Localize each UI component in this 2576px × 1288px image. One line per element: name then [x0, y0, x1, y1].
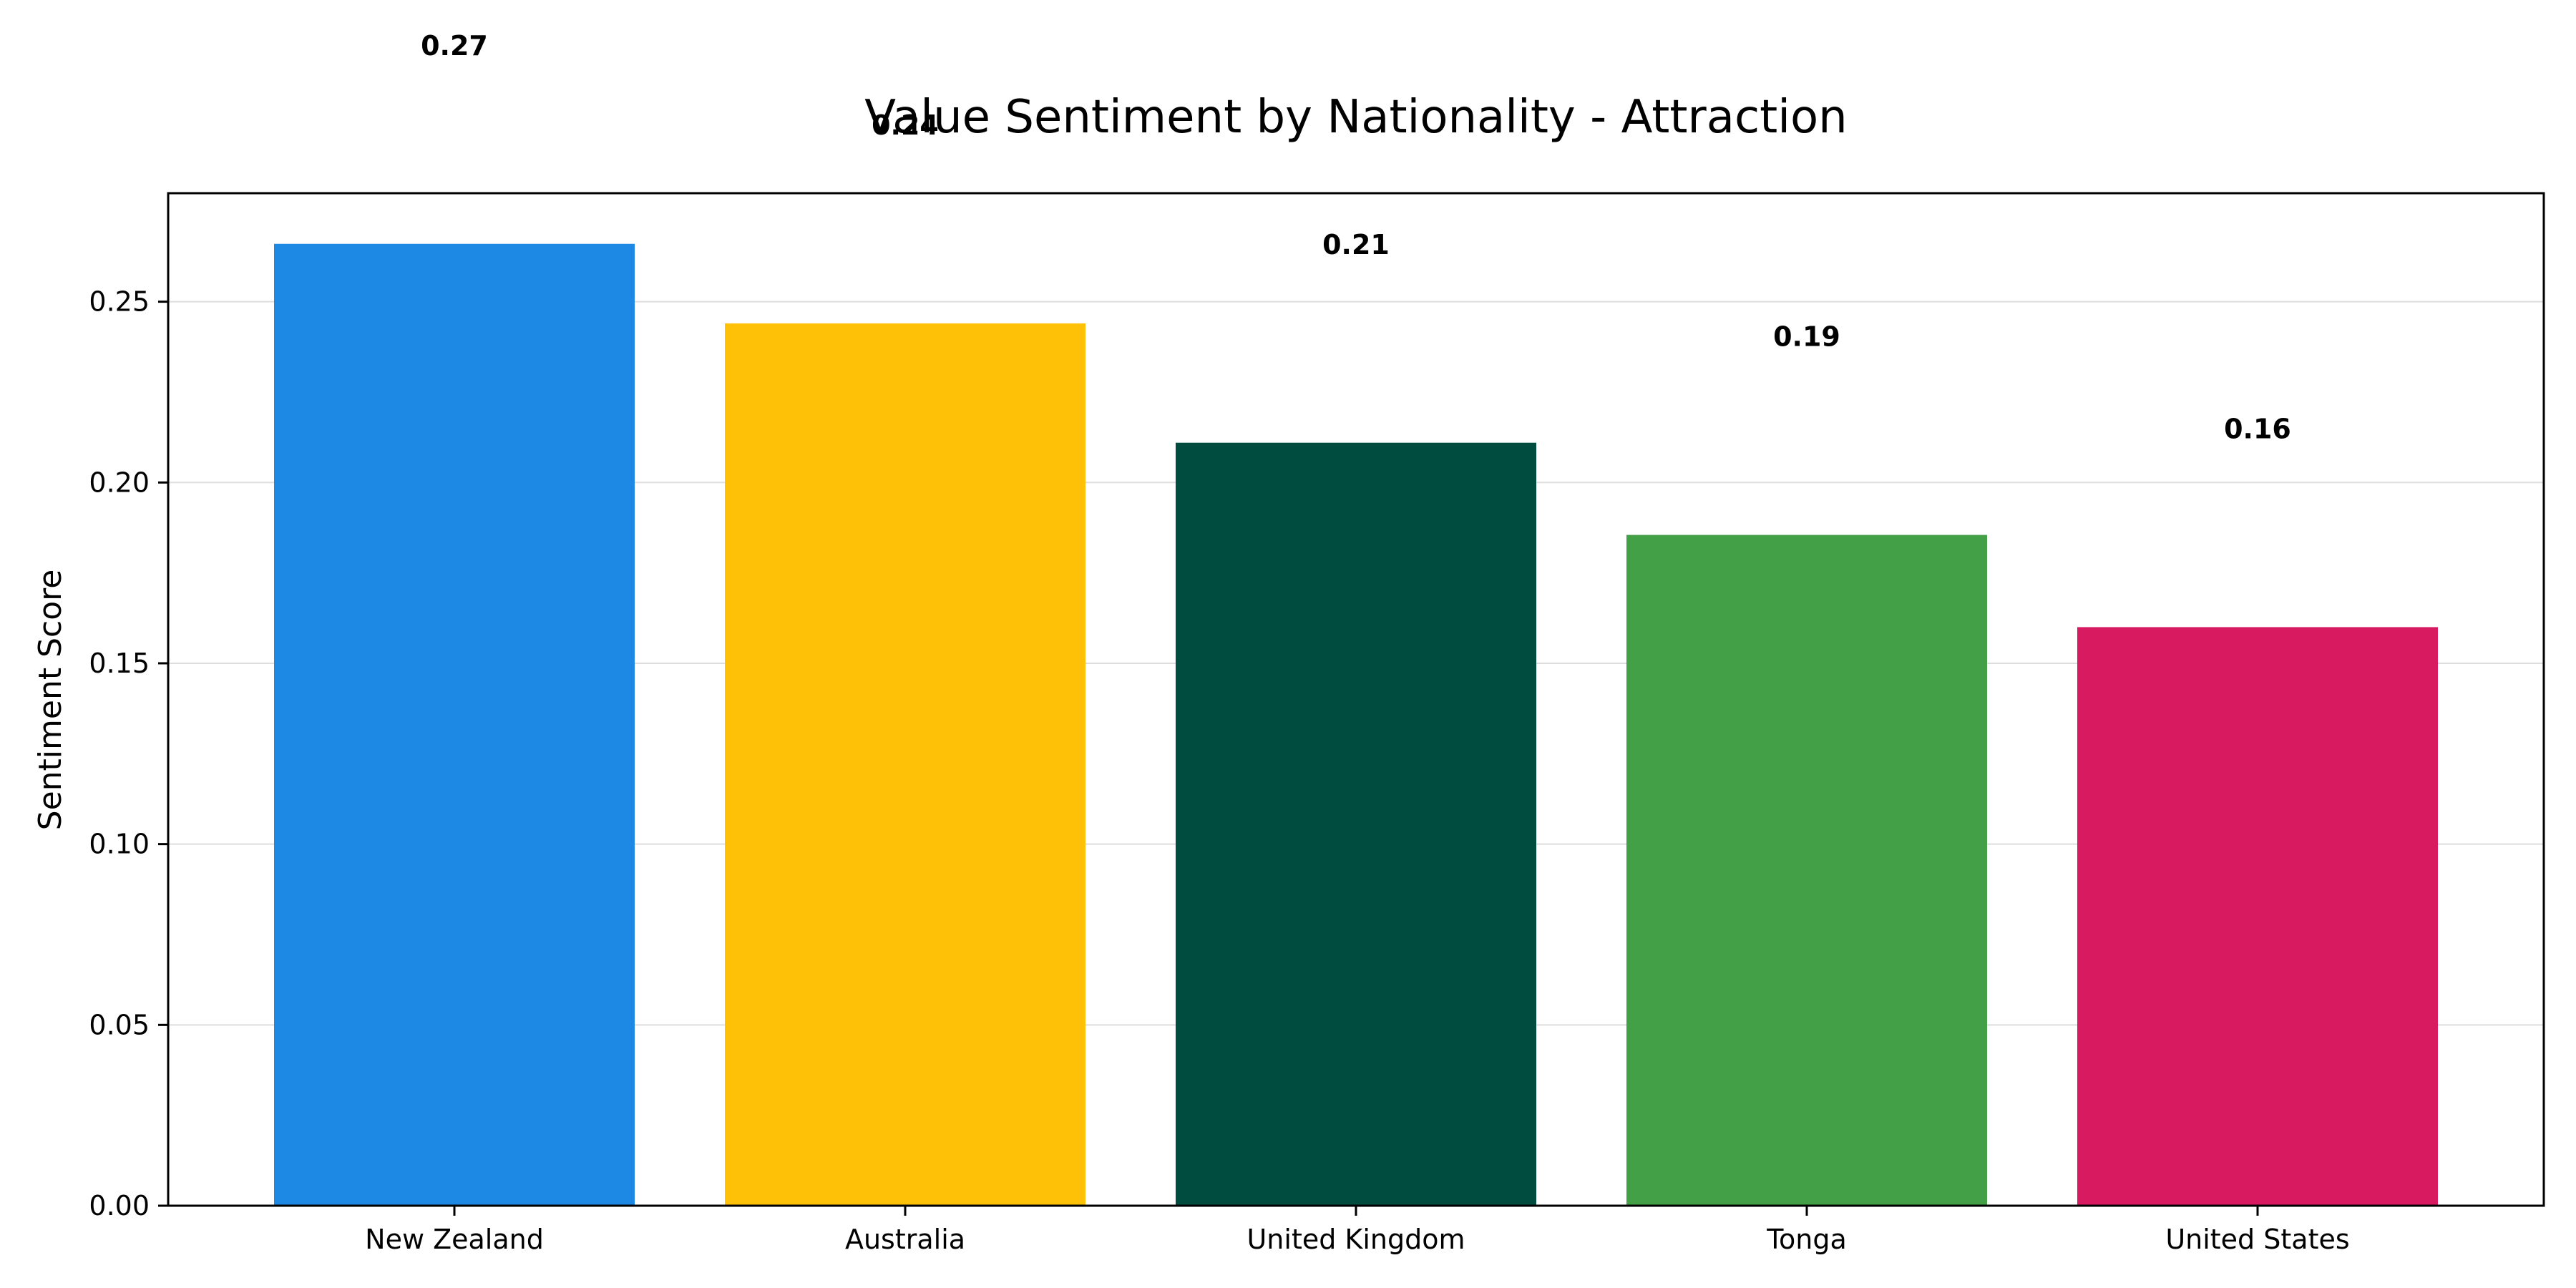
x-tick-label: United States [2165, 1224, 2349, 1255]
y-tick-label: 0.25 [89, 286, 150, 318]
x-tick-label: Australia [845, 1224, 965, 1255]
y-tick-label: 0.00 [89, 1190, 150, 1221]
value-label: 0.21 [1322, 229, 1390, 260]
bar [1176, 442, 1536, 1206]
axis-ticks: 0.00 0.05 0.10 0.15 0.20 0.25 New Zealand Austr… [89, 286, 2349, 1255]
value-label: 0.16 [2224, 413, 2291, 444]
value-labels: 0.27 0.24 0.21 0.19 0.16 [421, 30, 2291, 445]
bar [725, 323, 1085, 1206]
y-tick-label: 0.05 [89, 1009, 150, 1040]
value-label: 0.27 [421, 30, 488, 62]
y-tick-label: 0.15 [89, 648, 150, 679]
y-tick-label: 0.20 [89, 467, 150, 498]
bar [2077, 627, 2438, 1206]
x-tick-label: New Zealand [365, 1224, 544, 1255]
x-tick-label: Tonga [1766, 1224, 1847, 1255]
bar [274, 243, 635, 1206]
value-label: 0.19 [1773, 321, 1840, 353]
bar [1626, 535, 1987, 1206]
y-axis-label: Sentiment Score [32, 570, 69, 831]
value-label: 0.24 [872, 109, 939, 141]
chart-title: Value Sentiment by Nationality - Attract… [864, 91, 1847, 144]
bars [274, 243, 2438, 1206]
x-tick-label: United Kingdom [1246, 1224, 1465, 1255]
y-tick-label: 0.10 [89, 829, 150, 860]
